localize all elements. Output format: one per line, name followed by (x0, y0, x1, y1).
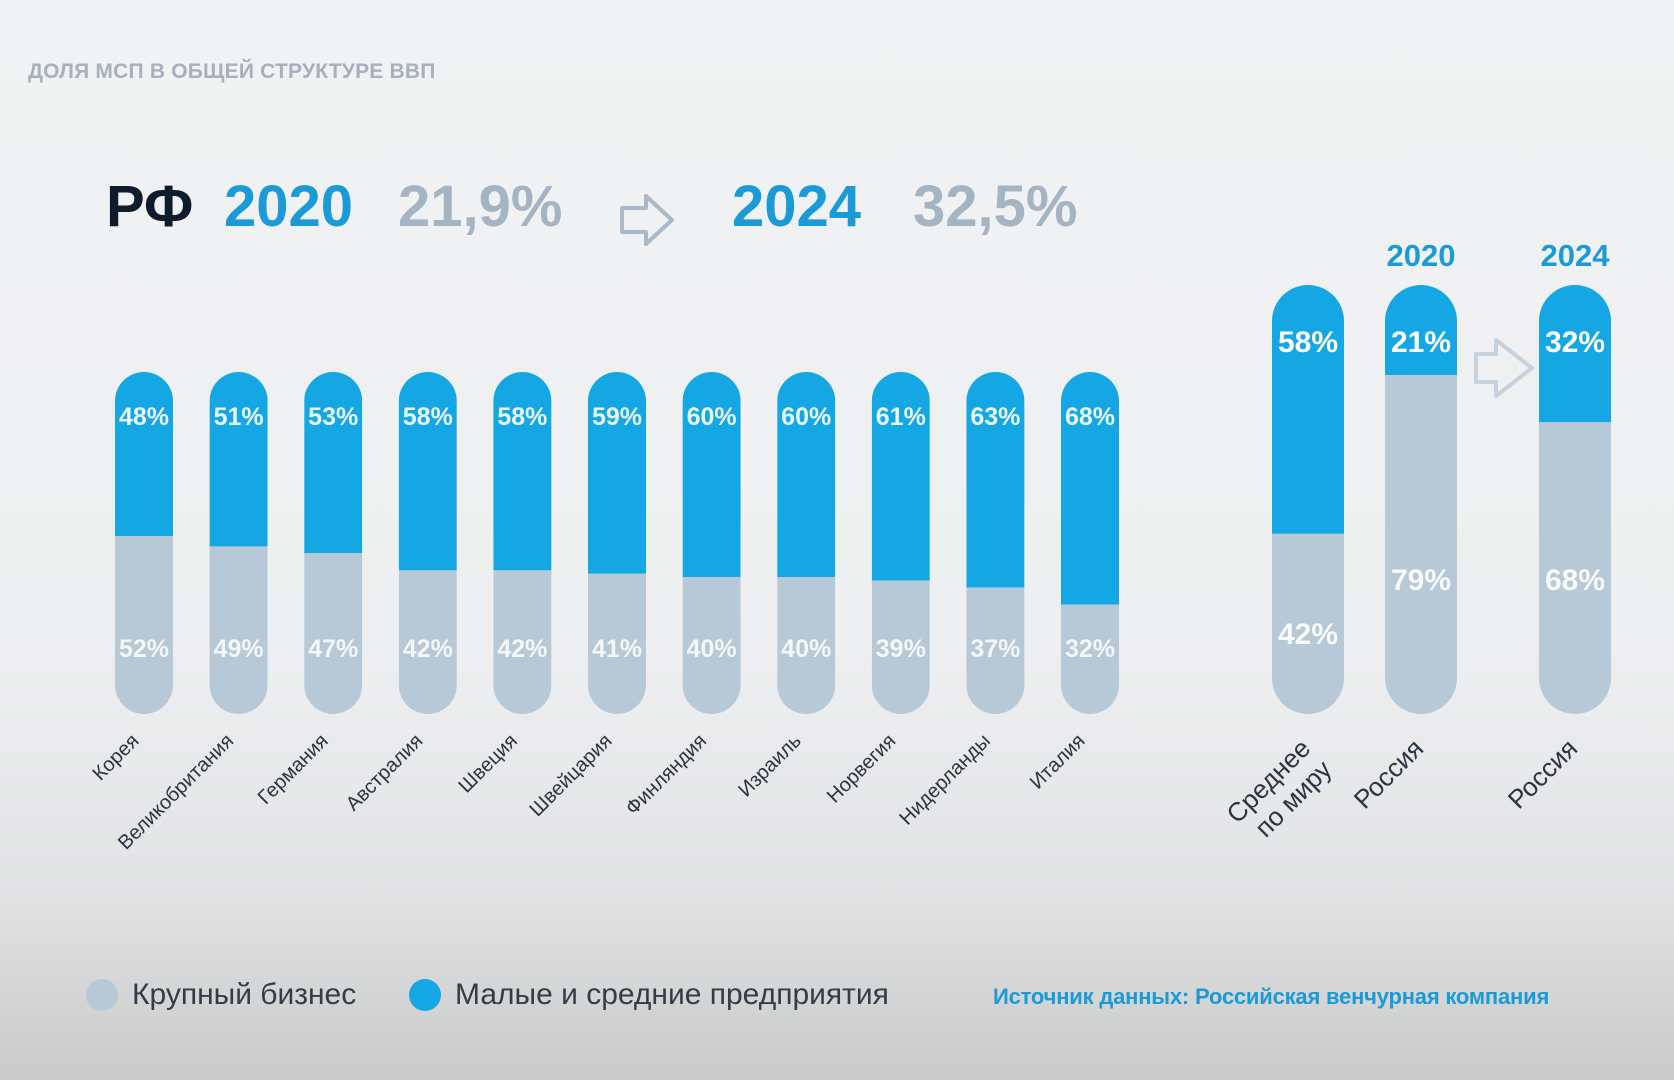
small-outline-arrow-right-icon (1474, 338, 1534, 398)
data-label-sme-9: 63% (970, 403, 1020, 431)
legend-large-swatch (86, 979, 118, 1011)
bar-large-1-2 (1539, 422, 1611, 714)
legend-sme-label: Малые и средние предприятия (455, 978, 889, 1011)
data-label-large-2-2: 68% (1545, 564, 1605, 597)
bar-sme-1-0 (1272, 285, 1344, 534)
data-label-large-6: 40% (687, 635, 737, 663)
data-label-sme-2-2: 32% (1545, 326, 1605, 359)
data-label-large-9: 37% (970, 635, 1020, 663)
bar-sme-0-1 (209, 372, 268, 547)
data-label-large-0: 52% (119, 635, 169, 663)
bar-large-0-5 (588, 573, 646, 714)
year-label-1: 2020 (1387, 238, 1456, 273)
bar-large-0-3 (398, 570, 457, 714)
data-label-large-2-0: 42% (1278, 618, 1338, 651)
category-label-line-2-0: Россия (1502, 733, 1584, 815)
year-label-2: 2024 (1541, 238, 1611, 273)
bar-sme-0-7 (777, 372, 836, 578)
category-label-2-1: Россия (1348, 733, 1430, 815)
data-label-large-4: 42% (497, 635, 547, 663)
category-label-line-1-0: Россия (1348, 733, 1430, 815)
value-from: 21,9% (398, 174, 563, 239)
data-label-sme-8: 61% (876, 403, 926, 431)
category-label-2-2: Россия (1502, 733, 1584, 815)
category-label-6: Финляндия (622, 730, 712, 820)
year-to: 2024 (732, 174, 862, 239)
bar-sme-0-6 (682, 372, 741, 578)
bar-sme-0-5 (588, 372, 646, 574)
bar-sme-0-8 (871, 372, 930, 581)
bar-large-0-2 (304, 553, 363, 714)
data-label-sme-3: 58% (403, 403, 453, 431)
category-label-9: Нидерланды (895, 730, 995, 830)
bar-sme-0-3 (398, 372, 457, 571)
category-label-2-0: Среднеепо миру (1220, 733, 1337, 850)
category-label-8: Норвегия (823, 730, 900, 807)
bar-large-0-0 (115, 536, 173, 714)
stacked-bar-chart: 48%52%Корея51%49%Великобритания53%47%Гер… (88, 238, 1611, 854)
data-label-large-2: 47% (308, 635, 358, 663)
data-label-sme-0: 48% (119, 403, 169, 431)
category-label-2: Германия (254, 730, 333, 809)
bar-sme-0-10 (1061, 372, 1119, 605)
bar-large-0-1 (209, 546, 268, 714)
outline-arrow-right-icon (620, 194, 674, 246)
legend-item-large: Крупный бизнес (86, 975, 356, 1015)
data-label-large-5: 41% (592, 635, 642, 663)
bar-large-0-7 (777, 577, 836, 714)
bar-sme-1-2 (1539, 285, 1611, 423)
data-label-sme-2-0: 58% (1278, 326, 1338, 359)
bar-sme-0-4 (493, 372, 552, 571)
data-label-sme-5: 59% (592, 403, 642, 431)
data-label-large-10: 32% (1065, 635, 1115, 663)
bar-large-1-0 (1272, 533, 1344, 714)
bar-large-0-4 (493, 570, 552, 714)
value-to: 32,5% (913, 174, 1078, 239)
data-label-sme-2-1: 21% (1391, 326, 1451, 359)
bar-large-0-8 (871, 580, 930, 714)
bar-sme-0-0 (115, 372, 173, 537)
category-label-5: Швейцария (526, 730, 617, 821)
bar-large-0-10 (1061, 604, 1119, 714)
category-label-4: Швеция (455, 730, 522, 797)
data-source: Источник данных: Российская венчурная ко… (993, 984, 1550, 1009)
data-label-sme-10: 68% (1065, 403, 1115, 431)
bar-sme-0-9 (966, 372, 1025, 588)
year-from: 2020 (224, 174, 354, 239)
data-label-large-8: 39% (876, 635, 926, 663)
data-label-sme-6: 60% (687, 403, 737, 431)
data-label-sme-2: 53% (308, 403, 358, 431)
category-label-7: Израиль (734, 730, 805, 801)
legend-sme-swatch (409, 979, 441, 1011)
legend-large-label: Крупный бизнес (132, 978, 357, 1011)
category-label-0: Корея (88, 730, 143, 785)
country-label: РФ (106, 174, 194, 239)
data-label-sme-1: 51% (214, 403, 264, 431)
bar-large-1-1 (1385, 375, 1457, 714)
data-label-large-3: 42% (403, 635, 453, 663)
data-label-large-7: 40% (781, 635, 831, 663)
category-label-10: Италия (1026, 730, 1090, 794)
data-label-sme-7: 60% (781, 403, 831, 431)
bar-sme-1-1 (1385, 285, 1457, 376)
chart-eyebrow-title: ДОЛЯ МСП В ОБЩЕЙ СТРУКТУРЕ ВВП (28, 60, 436, 83)
bar-sme-0-2 (304, 372, 363, 554)
bar-large-0-9 (966, 587, 1025, 714)
category-label-3: Австралия (342, 730, 427, 815)
legend-item-sme: Малые и средние предприятия (409, 975, 889, 1015)
data-label-sme-4: 58% (497, 403, 547, 431)
data-label-large-2-1: 79% (1391, 564, 1451, 597)
data-label-large-1: 49% (214, 635, 264, 663)
bar-large-0-6 (682, 577, 741, 714)
